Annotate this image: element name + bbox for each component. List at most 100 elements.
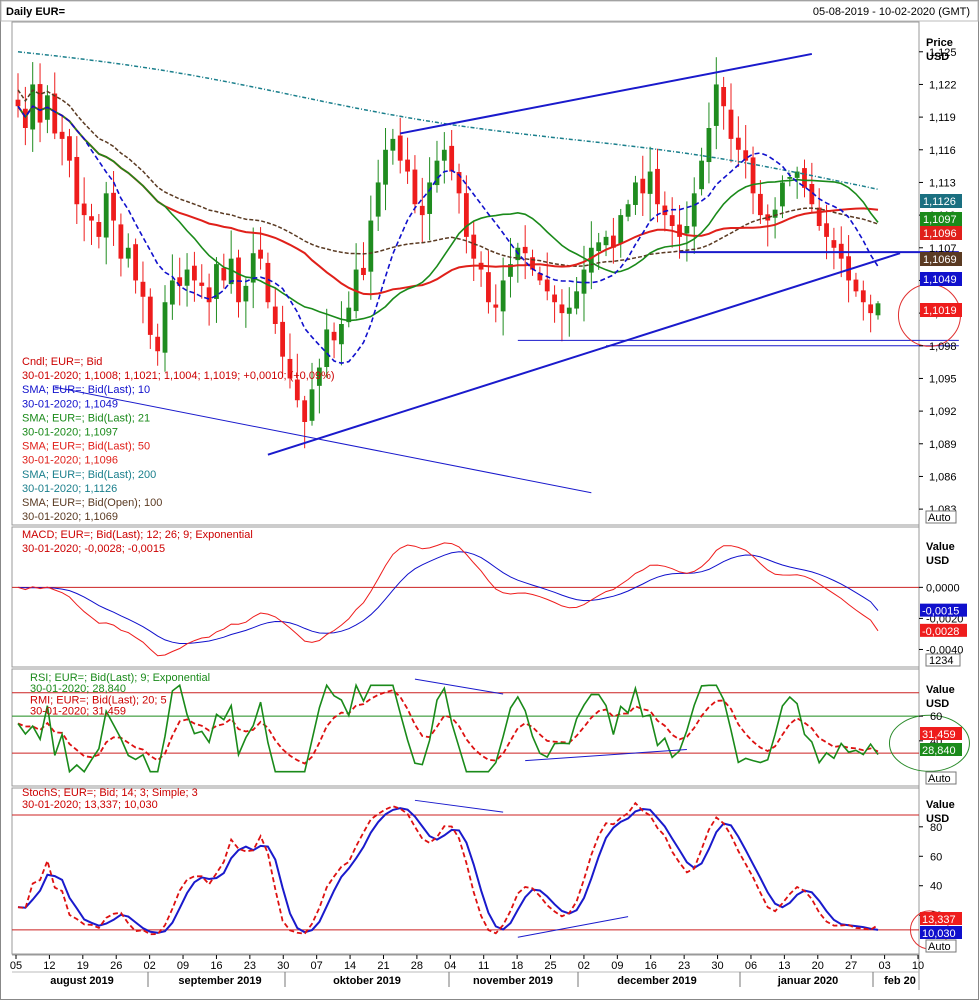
candle-body <box>552 294 557 303</box>
price-tick-label: 1,122 <box>929 79 957 91</box>
candle-body <box>96 222 102 237</box>
price-legend-line: 30-01-2020; 1,1096 <box>22 455 118 467</box>
day-tick-label: 30 <box>277 960 289 972</box>
stoch-axis-title: Value <box>926 799 955 811</box>
candle-body <box>177 277 183 286</box>
day-tick-label: 02 <box>578 960 590 972</box>
day-tick-label: 06 <box>745 960 757 972</box>
candle-body <box>750 157 756 194</box>
candle-body <box>441 149 447 161</box>
stoch-auto-label: Auto <box>928 941 951 953</box>
day-tick-label: 19 <box>77 960 89 972</box>
candle-body <box>89 216 94 221</box>
candle-body <box>684 226 690 234</box>
price-tick-label: 1,119 <box>929 112 956 124</box>
day-tick-label: 16 <box>645 960 657 972</box>
candle-body <box>471 234 477 259</box>
candle-body <box>794 171 800 178</box>
macd-axis-title: Value <box>926 541 955 553</box>
candle-body <box>757 193 763 216</box>
candle-body <box>691 193 697 227</box>
candle-body <box>59 131 65 139</box>
rsi-plot <box>17 678 970 774</box>
trend-line <box>267 252 901 456</box>
price-legend-line: 30-01-2020; 1,1049 <box>22 398 118 410</box>
time-axis: 05 12 19 26 02 09 16 23 30 07 14 21 28 04 11 18 25 02 09 16… <box>10 954 924 987</box>
stoch-value-tag <box>920 926 962 939</box>
candle-body <box>596 242 602 252</box>
rsi-legend-line: RSI; EUR=; Bid(Last); 9; Exponential <box>30 672 210 684</box>
price-legend-line: SMA; EUR=; Bid(Last); 200 <box>22 469 156 481</box>
price-legend-line: 30-01-2020; 1,1069 <box>22 511 118 523</box>
price-value-tag <box>920 226 962 240</box>
macd-plot <box>17 542 879 657</box>
price-value-tag-label: 1,1019 <box>923 305 957 317</box>
candle-body <box>544 279 550 292</box>
sma-100-line <box>17 89 879 267</box>
candle-body <box>302 400 308 422</box>
day-tick-label: 25 <box>544 960 556 972</box>
candle-body <box>118 224 124 259</box>
candle-body <box>772 209 778 218</box>
month-label: september 2019 <box>178 975 261 987</box>
candle-body <box>280 321 286 357</box>
candle-body <box>508 264 513 277</box>
candle-body <box>412 169 418 205</box>
day-tick-label: 07 <box>311 960 323 972</box>
price-legend-line: Cndl; EUR=; Bid <box>22 356 102 368</box>
stoch-auto-button <box>925 939 957 953</box>
candle-body <box>405 159 410 172</box>
day-tick-label: 11 <box>478 960 489 972</box>
price-value-tag-label: 1,1126 <box>923 196 956 208</box>
stoch-tick-label: 80 <box>930 822 942 834</box>
day-tick-label: 02 <box>144 960 156 972</box>
day-tick-label: 23 <box>244 960 256 972</box>
candle-body <box>868 304 874 314</box>
rsi-axis-title: Value <box>926 684 955 696</box>
candle-body <box>846 256 851 281</box>
sma-200-line <box>17 51 879 191</box>
price-tick-label: 1,095 <box>929 373 957 385</box>
stoch-legend-line: StochS; EUR=; Bid; 14; 3; Simple; 3 <box>22 787 198 799</box>
day-tick-label: 13 <box>778 960 790 972</box>
candle-body <box>860 290 866 303</box>
macd-line <box>17 542 879 657</box>
candle-body <box>449 145 455 172</box>
rsi-value-tag <box>920 727 962 740</box>
candle-body <box>206 287 212 303</box>
candle-body <box>272 306 278 324</box>
month-label: oktober 2019 <box>333 975 401 987</box>
macd-scale-box <box>925 653 961 667</box>
price-tick-label: 1,125 <box>929 47 957 59</box>
price-value-tag <box>920 272 962 286</box>
candle-body <box>780 182 785 207</box>
legends: Cndl; EUR=; Bid 30-01-2020; 1,1008; 1,102… <box>22 356 335 811</box>
stoch-trend-line <box>414 799 504 813</box>
day-tick-label: 04 <box>444 960 456 972</box>
candle-body <box>618 215 624 244</box>
candle-body <box>309 389 315 421</box>
candle-body <box>831 240 837 248</box>
stoch-trend-line <box>517 916 629 938</box>
chart-title: Daily EUR= <box>6 6 65 18</box>
candle-body <box>588 247 594 273</box>
stoch-value-tag-label: 13,337 <box>922 914 956 926</box>
title-bar <box>0 0 979 22</box>
candle-body <box>258 249 263 259</box>
candle-body <box>647 171 653 194</box>
candle-body <box>287 358 293 379</box>
candle-body <box>52 93 58 134</box>
rsi-legend-line: 30-01-2020; 28,840 <box>30 683 126 695</box>
rsi-legend-line: 30-01-2020; 31,459 <box>30 706 126 718</box>
day-tick-label: 14 <box>344 960 356 972</box>
macd-value-tag <box>920 603 967 617</box>
candle-body <box>824 223 829 237</box>
candle-body <box>633 182 638 205</box>
macd-axis-unit: USD <box>926 555 949 567</box>
candle-body <box>162 302 168 353</box>
candle-body <box>625 204 631 217</box>
candle-body <box>375 182 381 217</box>
candle-body <box>809 183 815 205</box>
candle-body <box>169 280 175 305</box>
